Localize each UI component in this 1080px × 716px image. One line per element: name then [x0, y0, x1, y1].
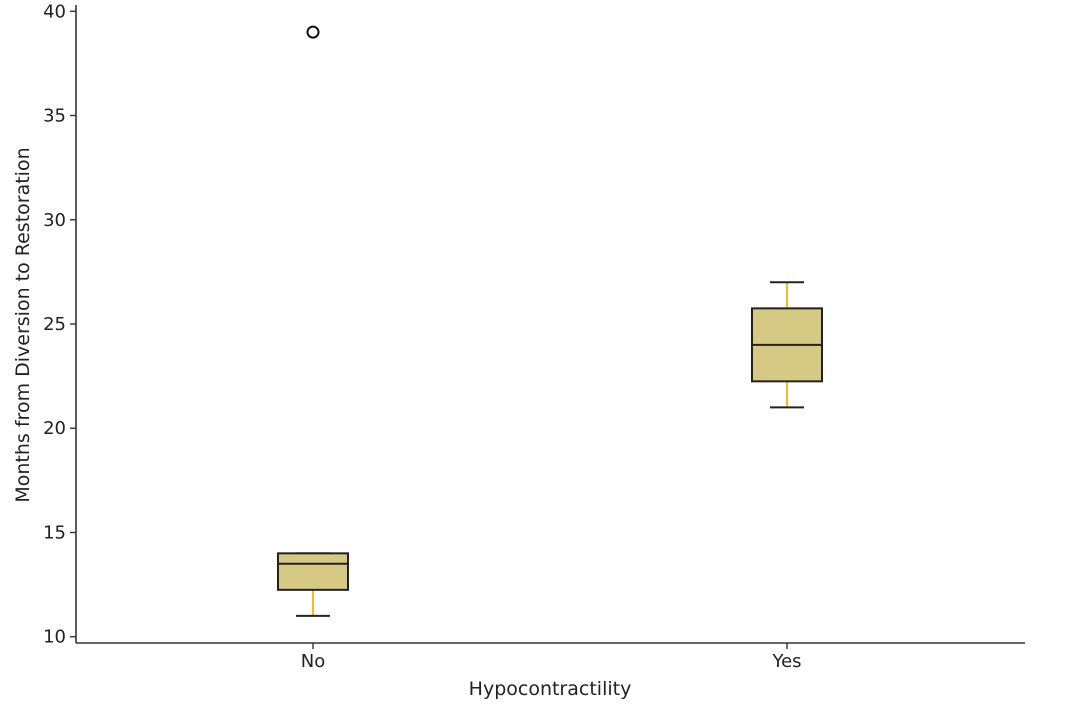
boxes — [277, 25, 823, 617]
x-tick-label: No — [301, 651, 325, 672]
y-tick-label: 35 — [43, 106, 66, 127]
outlier-point — [306, 25, 320, 39]
y-tick-label: 40 — [43, 1, 66, 22]
box-yes — [751, 281, 823, 409]
iqr-box — [277, 552, 349, 591]
x-tick-label: Yes — [771, 651, 801, 672]
box-no — [277, 25, 349, 617]
x-axis: No Yes — [76, 642, 1025, 672]
y-axis: 10 15 20 25 30 35 40 — [43, 1, 77, 648]
y-tick-label: 30 — [43, 210, 66, 231]
y-tick-label: 25 — [43, 314, 66, 335]
y-tick-label: 10 — [43, 627, 66, 648]
y-axis-title: Months from Diversion to Restoration — [12, 147, 34, 502]
y-tick-label: 20 — [43, 418, 66, 439]
y-tick-label: 15 — [43, 522, 66, 543]
x-axis-title: Hypocontractility — [469, 678, 632, 700]
